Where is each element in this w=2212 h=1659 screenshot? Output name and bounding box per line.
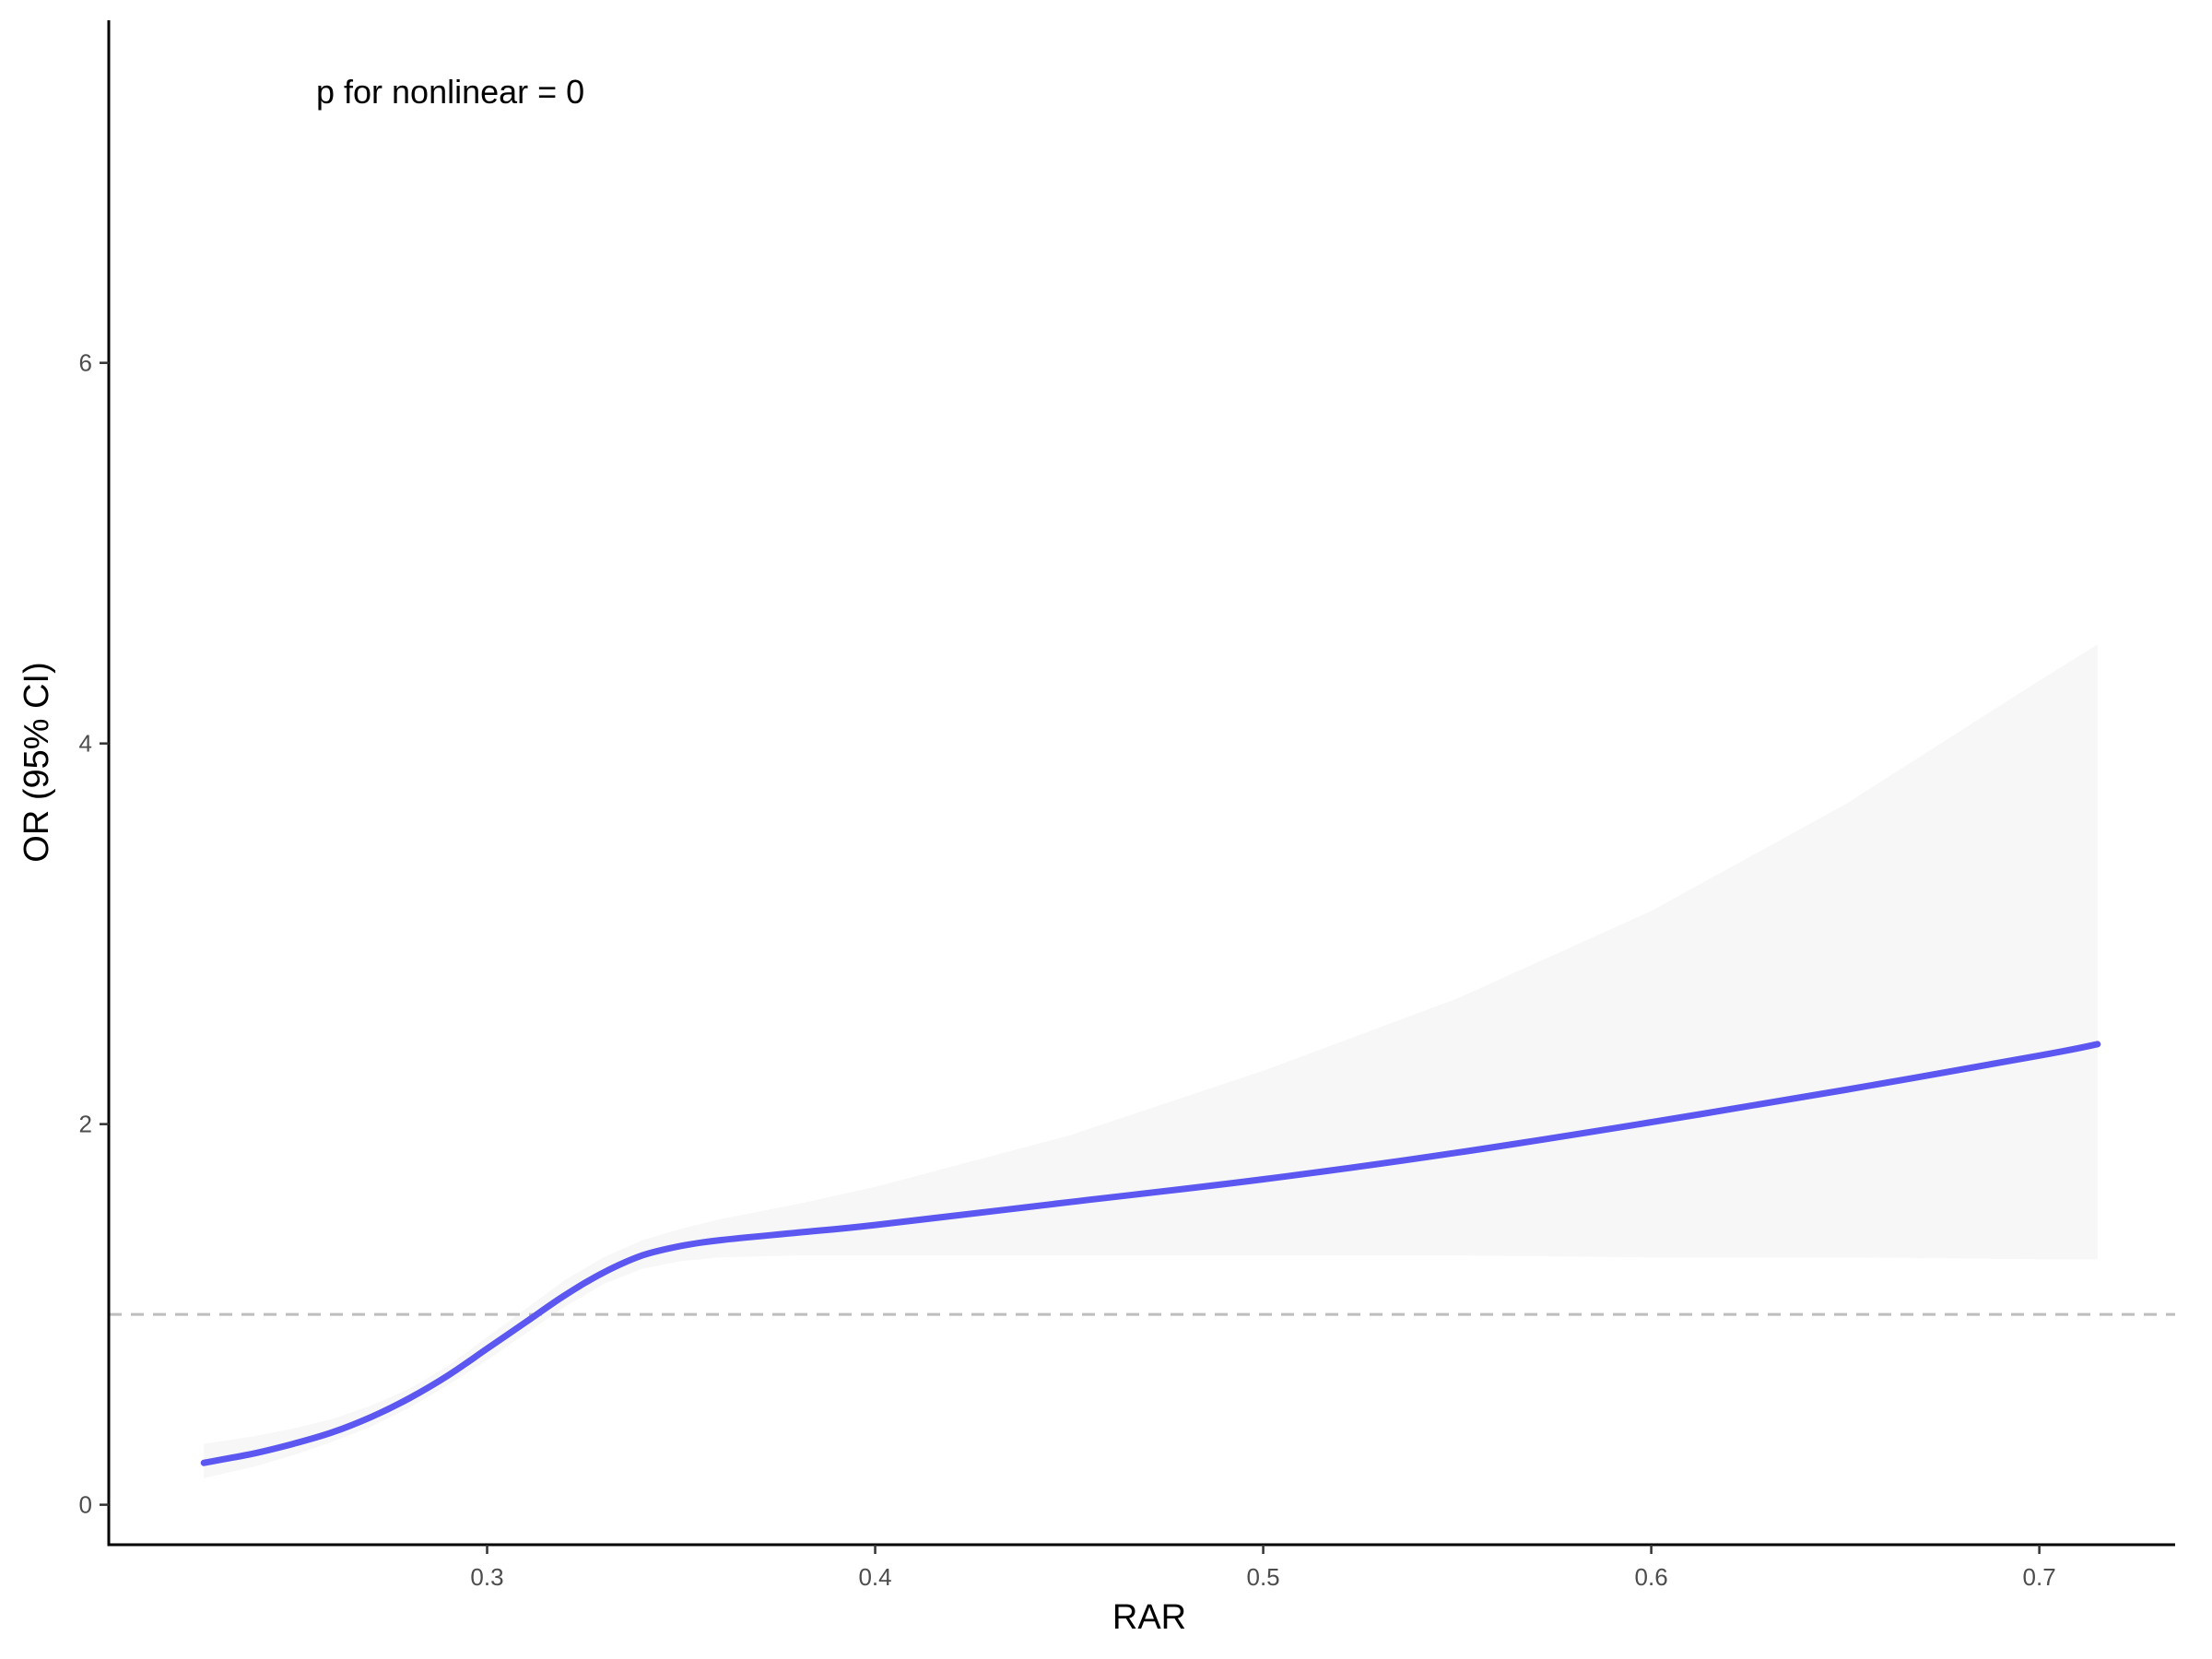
x-axis-title: RAR	[1112, 1598, 1186, 1637]
x-tick-label: 0.7	[2023, 1563, 2056, 1591]
x-tick-label: 0.4	[858, 1563, 891, 1591]
y-tick-label: 6	[79, 349, 92, 377]
y-axis-title: OR (95% CI)	[18, 662, 56, 862]
y-tick-label: 4	[79, 730, 92, 758]
x-tick-label: 0.3	[470, 1563, 503, 1591]
x-tick-label: 0.5	[1246, 1563, 1279, 1591]
y-tick-label: 0	[79, 1491, 92, 1519]
or-spline-line	[200, 1041, 2101, 1466]
confidence-ribbon	[204, 644, 2098, 1478]
nonlinear-p-annotation: p for nonlinear = 0	[316, 73, 584, 111]
y-tick-label: 2	[79, 1111, 92, 1138]
x-tick-label: 0.6	[1635, 1563, 1668, 1591]
